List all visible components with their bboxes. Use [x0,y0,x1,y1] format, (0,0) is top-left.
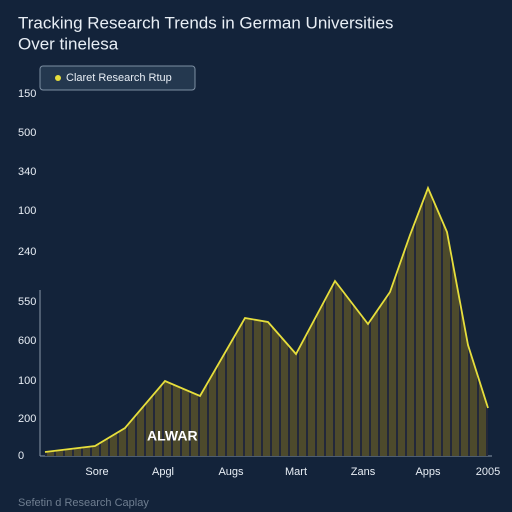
x-tick-label: Augs [218,466,244,478]
y-tick-label: 600 [18,335,36,347]
x-tick-label: 2005 [476,466,500,478]
y-tick-label: 550 [18,296,36,308]
y-tick-label: 100 [18,375,36,387]
chart-subtitle: Over tinelesa [18,34,119,53]
y-tick-label: 200 [18,413,36,425]
x-tick-label: Sore [85,466,108,478]
chart-title: Tracking Research Trends in German Unive… [18,13,393,32]
line [44,185,489,453]
y-tick-label: 100 [18,205,36,217]
y-tick-label: 240 [18,246,36,258]
footer: Sefetin d Research Caplay [18,497,149,509]
y-tick-label: 340 [18,166,36,178]
legend-swatch [55,75,61,81]
x-tick-label: Apps [415,466,441,478]
legend-box [39,65,196,91]
y-tick-label: 150 [18,88,36,100]
legend-label: Claret Research Rtup [66,72,172,84]
y-tick-label: 500 [18,127,36,139]
x-tick-label: Mart [285,466,307,478]
x-tick-label: Zans [351,466,376,478]
x-tick-label: Apgl [152,466,174,478]
y-tick-label: 0 [18,450,24,462]
annotation: ALWAR [147,428,198,444]
